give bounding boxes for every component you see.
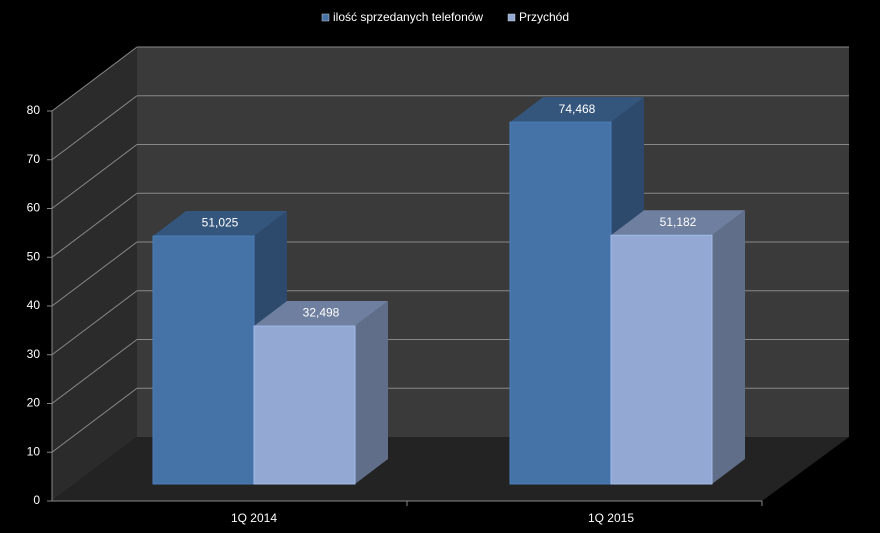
y-tick-label: 20: [27, 396, 41, 410]
bar: [152, 235, 255, 485]
y-tick-label: 10: [27, 444, 41, 458]
data-label: 32,498: [303, 306, 340, 320]
x-tick-label: 1Q 2014: [231, 511, 277, 525]
grid-line: [51, 241, 138, 307]
y-tick-label: 60: [27, 201, 41, 215]
bar-top: [254, 301, 388, 327]
data-label: 51,025: [202, 216, 239, 230]
grid-line: [51, 192, 138, 258]
grid-line: [51, 95, 138, 161]
legend-swatch: [321, 13, 330, 22]
bar-side: [712, 210, 745, 484]
bar: [509, 121, 612, 485]
y-tick-label: 50: [27, 249, 41, 263]
data-label: 51,182: [660, 215, 697, 229]
y-tick-label: 0: [33, 493, 40, 507]
grid-line: [51, 144, 138, 209]
legend-label: Przychód: [519, 10, 569, 24]
grid-line: [51, 339, 138, 404]
bar-side: [355, 301, 388, 484]
bar-top: [611, 210, 745, 236]
y-tick-label: 30: [27, 347, 41, 361]
grid-line: [51, 290, 138, 356]
bar-top: [153, 211, 287, 237]
grid-line: [51, 46, 138, 112]
bar: [610, 234, 713, 485]
legend-swatch: [507, 13, 516, 22]
y-tick-label: 80: [27, 103, 41, 117]
legend-label: ilość sprzedanych telefonów: [333, 10, 483, 24]
y-tick-label: 40: [27, 298, 41, 312]
data-label: 74,468: [559, 102, 596, 116]
x-tick-label: 1Q 2015: [588, 511, 634, 525]
bar: [253, 325, 356, 485]
grid-line: [51, 387, 138, 453]
bar-top: [510, 97, 644, 123]
y-tick-label: 70: [27, 152, 41, 166]
